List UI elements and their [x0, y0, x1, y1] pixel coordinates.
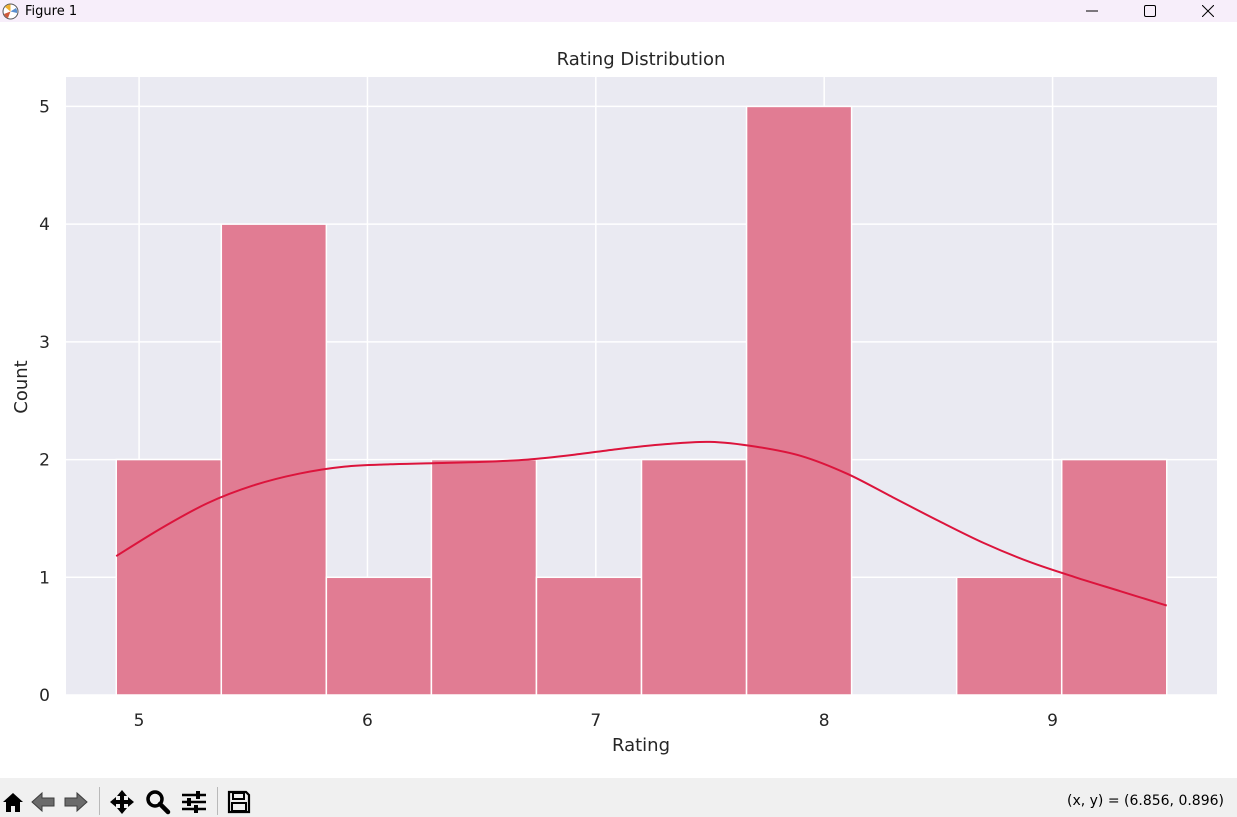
histogram-bars: [115, 105, 1168, 696]
maximize-button[interactable]: [1121, 0, 1179, 22]
y-tick-label: 2: [39, 451, 50, 471]
close-button[interactable]: [1179, 0, 1237, 22]
forward-button[interactable]: [63, 789, 89, 815]
y-tick-label: 5: [39, 97, 50, 117]
histogram-chart: 5 6 7 8 9 0 1 2 3 4 5 Rating Distribution Rating C…: [11, 49, 1217, 756]
x-tick-label: 6: [362, 711, 373, 731]
toolbar-separator: [99, 787, 100, 815]
histogram-bar: [115, 458, 223, 696]
histogram-bar: [745, 105, 853, 696]
figure-canvas[interactable]: 5 6 7 8 9 0 1 2 3 4 5 Rating Distribution Rating C…: [0, 22, 1237, 778]
maximize-icon: [1144, 5, 1156, 17]
histogram-bar: [220, 223, 328, 696]
y-tick-label: 3: [39, 333, 50, 353]
y-axis-label: Count: [11, 360, 32, 413]
save-icon: [227, 790, 251, 814]
tick-labels: 5 6 7 8 9 0 1 2 3 4 5: [39, 97, 1058, 731]
histogram-bar: [640, 458, 748, 696]
zoom-icon: [146, 790, 171, 815]
navigation-toolbar: (x, y) = (6.856, 0.896): [0, 778, 1237, 817]
window-title: Figure 1: [25, 3, 78, 19]
configure-subplots-button[interactable]: [181, 789, 207, 815]
histogram-bar: [325, 576, 433, 696]
title-bar: Figure 1: [0, 0, 1237, 22]
y-tick-label: 4: [39, 215, 50, 235]
toolbar-separator: [217, 787, 218, 815]
configure-subplots-icon: [182, 791, 206, 813]
pan-button[interactable]: [109, 789, 135, 815]
home-button[interactable]: [0, 789, 26, 815]
kde-curve: [115, 440, 1168, 607]
x-tick-label: 7: [590, 711, 601, 731]
pan-icon: [110, 790, 134, 814]
x-tick-label: 9: [1047, 711, 1058, 731]
histogram-bar: [955, 576, 1063, 696]
histogram-bar: [535, 576, 643, 696]
y-tick-label: 0: [39, 686, 50, 706]
zoom-button[interactable]: [145, 789, 171, 815]
histogram-bar: [1060, 458, 1168, 696]
save-button[interactable]: [226, 789, 252, 815]
close-icon: [1202, 5, 1214, 17]
histogram-bar: [430, 458, 538, 696]
cursor-coordinates: (x, y) = (6.856, 0.896): [1066, 793, 1224, 809]
matplotlib-logo-icon: [1, 2, 19, 20]
forward-icon: [64, 791, 88, 813]
y-tick-label: 1: [39, 568, 50, 588]
back-button[interactable]: [30, 789, 56, 815]
x-tick-label: 5: [134, 711, 145, 731]
x-tick-label: 8: [819, 711, 830, 731]
minimize-icon: [1086, 10, 1098, 12]
back-icon: [31, 791, 55, 813]
chart-title: Rating Distribution: [557, 49, 726, 70]
x-axis-label: Rating: [612, 735, 670, 756]
minimize-button[interactable]: [1063, 0, 1121, 22]
home-icon: [3, 793, 23, 812]
